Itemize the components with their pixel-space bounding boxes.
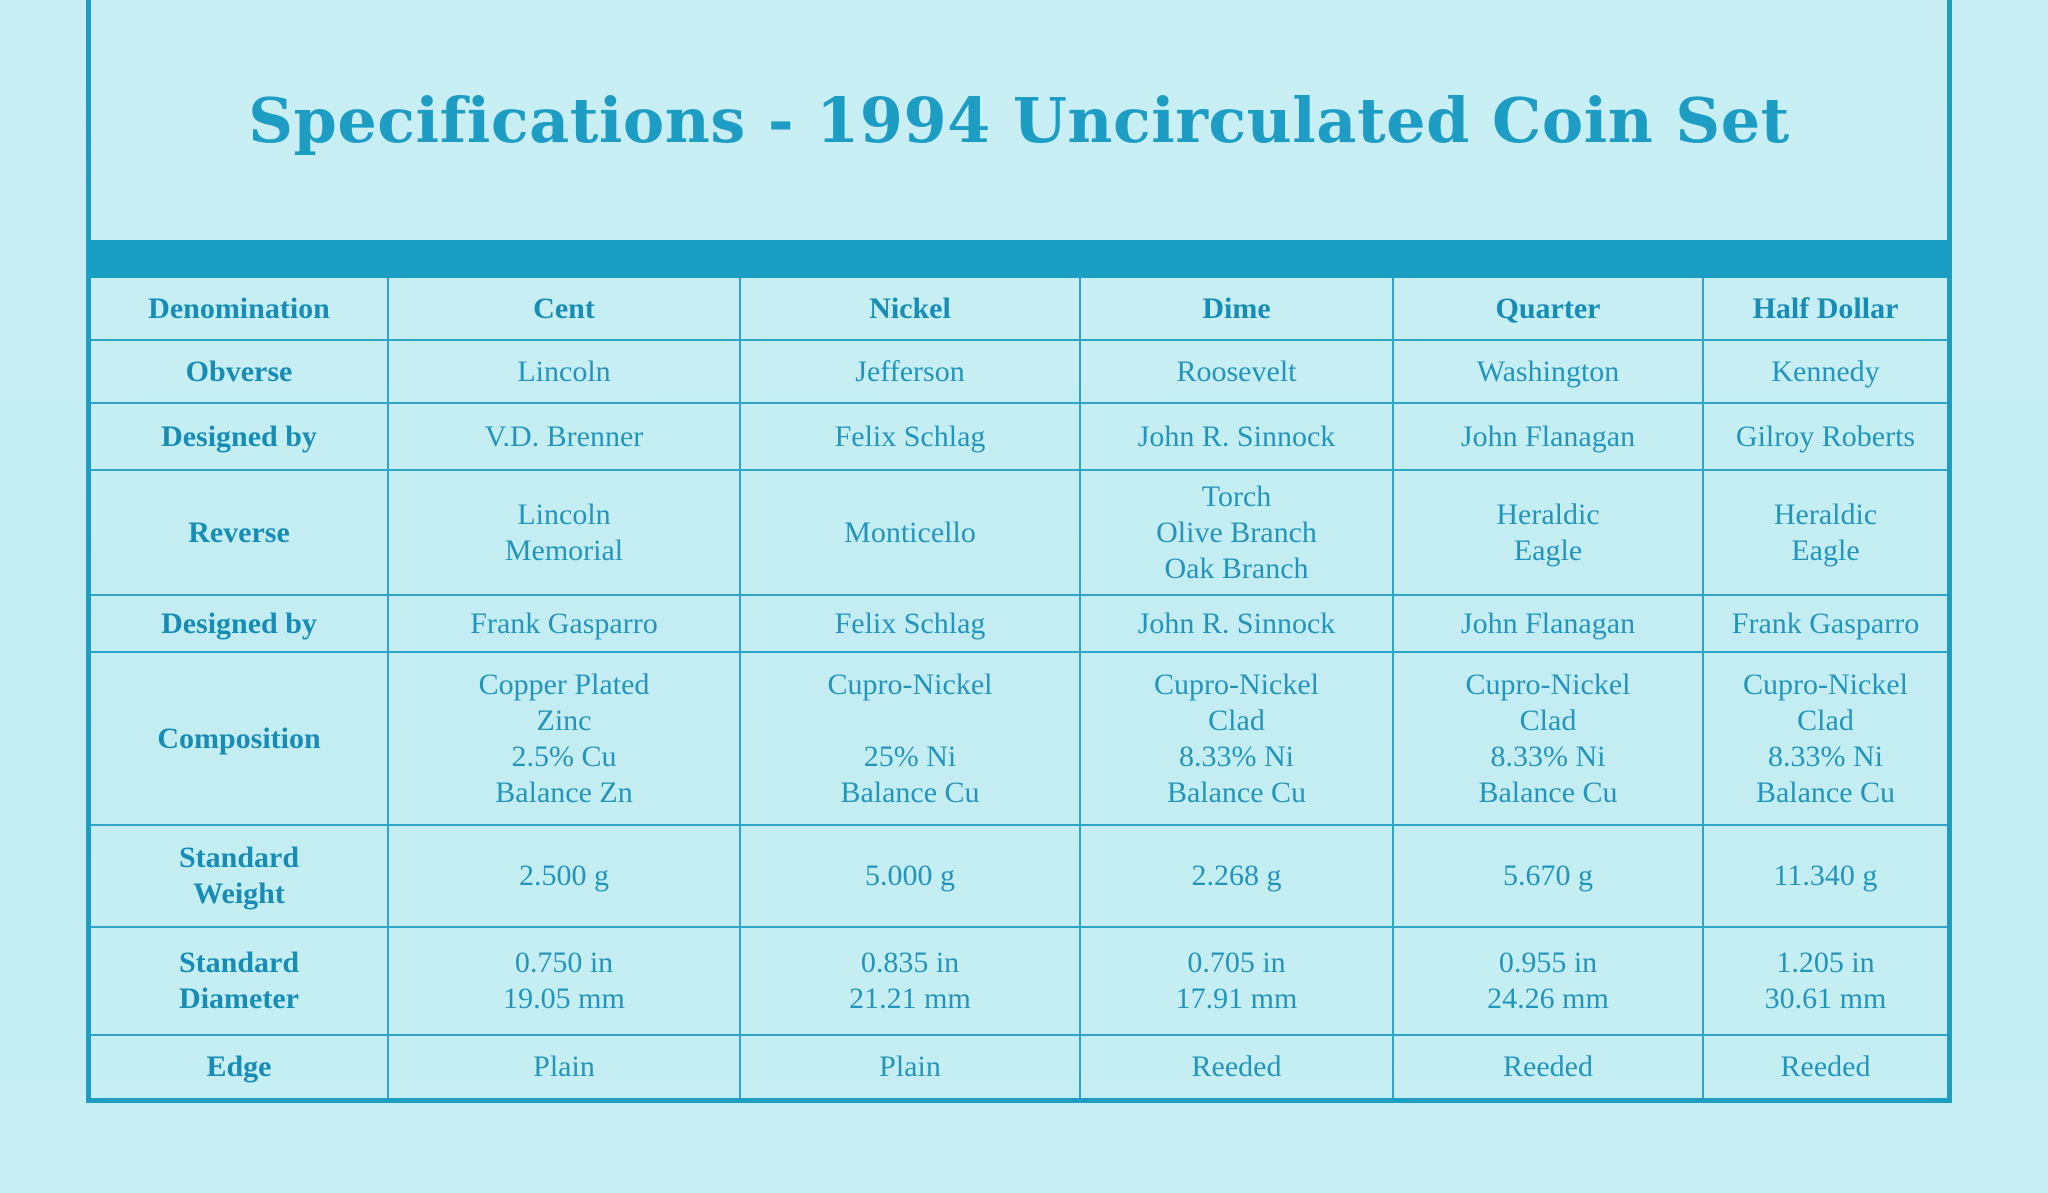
row-label-standard-weight: Standard Weight <box>91 824 389 928</box>
title-area: Specifications - 1994 Uncirculated Coin … <box>91 0 1947 240</box>
table-row-edge: Edge Plain Plain Reeded Reeded Reeded <box>91 1034 1947 1098</box>
table-cell: Felix Schlag <box>739 402 1081 471</box>
row-label-composition: Composition <box>91 651 389 826</box>
table-row-reverse: Reverse Lincoln Memorial Monticello Torc… <box>91 469 1947 596</box>
table-cell: 2.500 g <box>387 824 741 928</box>
table-cell: 1.205 in 30.61 mm <box>1702 926 1947 1036</box>
table-cell: 11.340 g <box>1702 824 1947 928</box>
table-cell: Roosevelt <box>1079 339 1394 404</box>
table-cell: Torch Olive Branch Oak Branch <box>1079 469 1394 596</box>
header-cell-half-dollar: Half Dollar <box>1702 278 1947 341</box>
header-cell-nickel: Nickel <box>739 278 1081 341</box>
table-cell: 0.705 in 17.91 mm <box>1079 926 1394 1036</box>
header-cell-denomination: Denomination <box>91 278 389 341</box>
row-label-edge: Edge <box>91 1034 389 1098</box>
header-cell-dime: Dime <box>1079 278 1394 341</box>
table-cell: 2.268 g <box>1079 824 1394 928</box>
row-label-designed-by: Designed by <box>91 402 389 471</box>
table-cell: V.D. Brenner <box>387 402 741 471</box>
table-cell: Cupro-Nickel Clad 8.33% Ni Balance Cu <box>1702 651 1947 826</box>
table-cell: Cupro-Nickel Clad 8.33% Ni Balance Cu <box>1392 651 1704 826</box>
table-cell: Cupro-Nickel 25% Ni Balance Cu <box>739 651 1081 826</box>
table-cell: John Flanagan <box>1392 402 1704 471</box>
row-label-standard-diameter: Standard Diameter <box>91 926 389 1036</box>
table-cell: Monticello <box>739 469 1081 596</box>
table-cell: Plain <box>739 1034 1081 1098</box>
table-cell: 5.670 g <box>1392 824 1704 928</box>
card-frame <box>86 0 1952 1103</box>
table-cell: 0.955 in 24.26 mm <box>1392 926 1704 1036</box>
table-cell: Kennedy <box>1702 339 1947 404</box>
table-cell: 0.750 in 19.05 mm <box>387 926 741 1036</box>
table-cell: John R. Sinnock <box>1079 402 1394 471</box>
table-cell: Copper Plated Zinc 2.5% Cu Balance Zn <box>387 651 741 826</box>
title-divider-bar <box>86 240 1952 278</box>
table-cell: Reeded <box>1079 1034 1394 1098</box>
table-cell: Heraldic Eagle <box>1702 469 1947 596</box>
table-cell: Reeded <box>1392 1034 1704 1098</box>
table-row-obverse: Obverse Lincoln Jefferson Roosevelt Wash… <box>91 339 1947 404</box>
table-cell: John R. Sinnock <box>1079 594 1394 653</box>
table-cell: Plain <box>387 1034 741 1098</box>
table-cell: Felix Schlag <box>739 594 1081 653</box>
table-header-row: Denomination Cent Nickel Dime Quarter Ha… <box>91 278 1947 341</box>
table-cell: Lincoln Memorial <box>387 469 741 596</box>
table-row-composition: Composition Copper Plated Zinc 2.5% Cu B… <box>91 651 1947 826</box>
table-row-standard-weight: Standard Weight 2.500 g 5.000 g 2.268 g … <box>91 824 1947 928</box>
table-cell: Cupro-Nickel Clad 8.33% Ni Balance Cu <box>1079 651 1394 826</box>
header-cell-quarter: Quarter <box>1392 278 1704 341</box>
page-title: Specifications - 1994 Uncirculated Coin … <box>248 83 1790 157</box>
table-cell: Jefferson <box>739 339 1081 404</box>
row-label-designed-by: Designed by <box>91 594 389 653</box>
table-cell: Heraldic Eagle <box>1392 469 1704 596</box>
header-cell-cent: Cent <box>387 278 741 341</box>
table-cell: Lincoln <box>387 339 741 404</box>
table-cell: Reeded <box>1702 1034 1947 1098</box>
specifications-table: Denomination Cent Nickel Dime Quarter Ha… <box>91 278 1947 1098</box>
table-cell: 5.000 g <box>739 824 1081 928</box>
table-cell: Gilroy Roberts <box>1702 402 1947 471</box>
table-row-standard-diameter: Standard Diameter 0.750 in 19.05 mm 0.83… <box>91 926 1947 1036</box>
row-label-reverse: Reverse <box>91 469 389 596</box>
table-row-obverse-designer: Designed by V.D. Brenner Felix Schlag Jo… <box>91 402 1947 471</box>
row-label-obverse: Obverse <box>91 339 389 404</box>
table-cell: Washington <box>1392 339 1704 404</box>
table-cell: Frank Gasparro <box>1702 594 1947 653</box>
table-cell: John Flanagan <box>1392 594 1704 653</box>
table-cell: Frank Gasparro <box>387 594 741 653</box>
table-cell: 0.835 in 21.21 mm <box>739 926 1081 1036</box>
table-row-reverse-designer: Designed by Frank Gasparro Felix Schlag … <box>91 594 1947 653</box>
